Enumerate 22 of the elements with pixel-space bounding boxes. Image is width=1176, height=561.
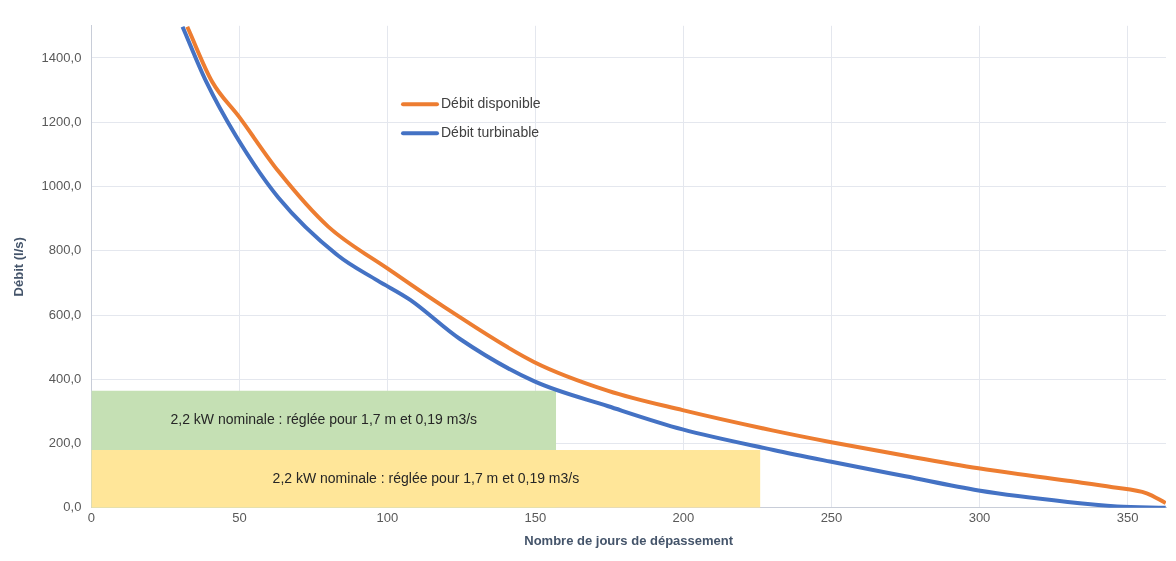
y-tick-label: 0,0 <box>63 499 82 515</box>
y-tick-label: 200,0 <box>48 435 82 451</box>
x-tick-label: 350 <box>1116 510 1139 526</box>
x-axis-title: Nombre de jours de dépassement <box>524 532 734 548</box>
x-tick-label: 100 <box>376 510 399 526</box>
y-axis-title: Débit (l/s) <box>11 237 27 297</box>
y-tick-label: 1000,0 <box>41 178 82 194</box>
legend-label: Débit disponible <box>441 95 541 112</box>
x-tick-label: 200 <box>672 510 695 526</box>
y-tick-label: 400,0 <box>48 370 82 386</box>
y-tick-label: 1400,0 <box>41 49 82 65</box>
annotation: 2,2 kW nominale : réglée pour 1,7 m et 0,19 m3/s <box>170 411 478 428</box>
legend-label: Débit turbinable <box>441 124 540 141</box>
x-tick-label: 150 <box>524 510 547 526</box>
x-tick-label: 50 <box>232 510 247 526</box>
y-tick-label: 600,0 <box>48 306 82 322</box>
x-tick-label: 300 <box>968 510 991 526</box>
x-tick-label: 0 <box>87 510 95 526</box>
x-tick-label: 250 <box>820 510 843 526</box>
y-tick-label: 1200,0 <box>41 113 82 129</box>
y-tick-label: 800,0 <box>48 242 82 258</box>
annotation: 2,2 kW nominale : réglée pour 1,7 m et 0,19 m3/s <box>272 469 580 486</box>
